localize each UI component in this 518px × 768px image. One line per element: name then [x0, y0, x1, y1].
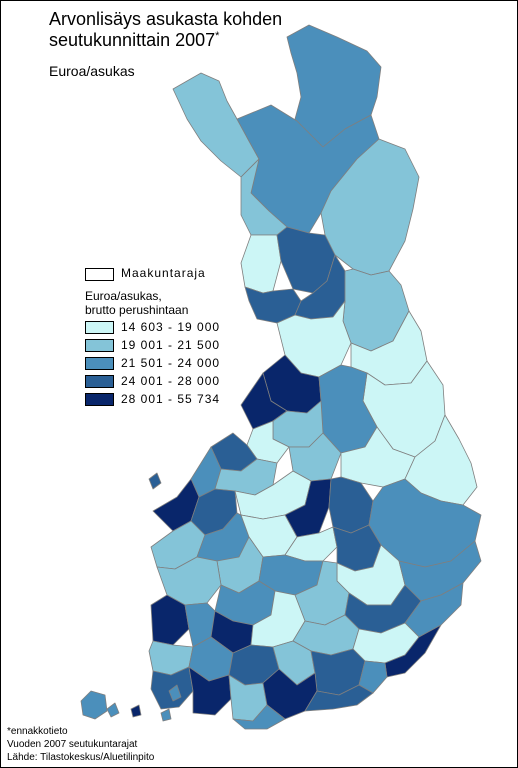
legend-class-label: 14 603 - 19 000	[121, 320, 221, 334]
legend-heading-line2: brutto perushintaan	[85, 303, 189, 317]
legend-class-label: 24 001 - 28 000	[121, 374, 221, 388]
legend-swatch	[85, 375, 114, 388]
region-turku	[188, 666, 232, 716]
legend-boundary-swatch	[85, 268, 114, 281]
region-porvoo	[304, 684, 374, 712]
region-archipelago-islet-1	[168, 684, 182, 702]
region-archipelago-islet-2	[160, 708, 172, 722]
legend-swatch	[85, 357, 114, 370]
map-title-line2: seutukunnittain 2007	[49, 30, 216, 50]
legend-class-label: 21 501 - 24 000	[121, 356, 221, 370]
region-kuopio	[328, 476, 374, 534]
legend-class-label: 28 001 - 55 734	[121, 392, 221, 406]
title-footnote-marker: *	[215, 30, 220, 42]
map-subtitle: Euroa/asukas	[49, 63, 135, 79]
legend-heading-line1: Euroa/asukas,	[85, 289, 162, 303]
map-footnotes: *ennakkotieto Vuoden 2007 seutukuntaraja…	[7, 725, 154, 764]
legend-boundary-label: Maakuntaraja	[121, 266, 206, 280]
legend-class-label: 19 001 - 21 500	[121, 338, 221, 352]
map-title-line1: Arvonlisäys asukasta kohden	[49, 9, 283, 29]
footnote-preliminary: *ennakkotieto	[7, 726, 68, 737]
map-title: Arvonlisäys asukasta kohden seutukunnitt…	[49, 9, 282, 51]
region-east-lapland	[320, 138, 420, 276]
legend-swatch	[85, 393, 114, 406]
legend-swatch	[85, 339, 114, 352]
region-archipelago-islet-3	[148, 472, 162, 490]
region-tornio	[240, 234, 282, 294]
region-kotka	[384, 624, 442, 678]
legend-swatch	[85, 321, 114, 334]
region-aland-mainland	[80, 690, 108, 720]
region-aland-island	[106, 702, 120, 718]
footnote-boundaries: Vuoden 2007 seutukuntarajat	[7, 739, 138, 750]
legend-heading: Euroa/asukas, brutto perushintaan	[85, 289, 188, 317]
region-raasepori	[232, 704, 286, 730]
region-archipelago-islet-4	[130, 704, 142, 718]
region-loviisa	[358, 660, 388, 694]
footnote-source: Lähde: Tilastokeskus/Aluetilinpito	[7, 752, 155, 763]
